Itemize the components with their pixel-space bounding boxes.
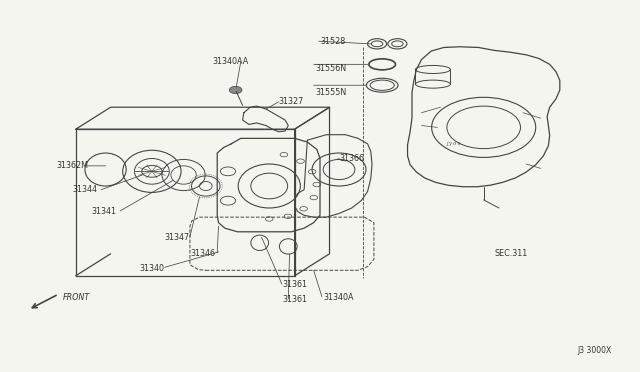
Text: 31362M: 31362M: [57, 161, 89, 170]
Text: j y o o: j y o o: [447, 141, 461, 146]
Text: 31346: 31346: [190, 249, 215, 258]
Text: 31361: 31361: [282, 295, 307, 304]
Text: 31556N: 31556N: [315, 64, 346, 73]
Text: 31366: 31366: [339, 154, 364, 163]
Text: FRONT: FRONT: [63, 293, 90, 302]
Text: 31555N: 31555N: [315, 88, 346, 97]
Text: 31361: 31361: [282, 280, 307, 289]
Text: 31327: 31327: [279, 97, 304, 106]
Text: 31341: 31341: [92, 207, 116, 216]
Text: 31340A: 31340A: [323, 293, 354, 302]
Text: 31347: 31347: [164, 233, 189, 242]
Text: 31528: 31528: [320, 37, 345, 46]
Text: 31344: 31344: [72, 185, 97, 194]
Text: SEC.311: SEC.311: [495, 249, 528, 258]
Text: J3 3000X: J3 3000X: [577, 346, 612, 355]
Text: 31340AA: 31340AA: [212, 57, 248, 66]
Circle shape: [229, 86, 242, 94]
Text: 31340: 31340: [139, 264, 164, 273]
